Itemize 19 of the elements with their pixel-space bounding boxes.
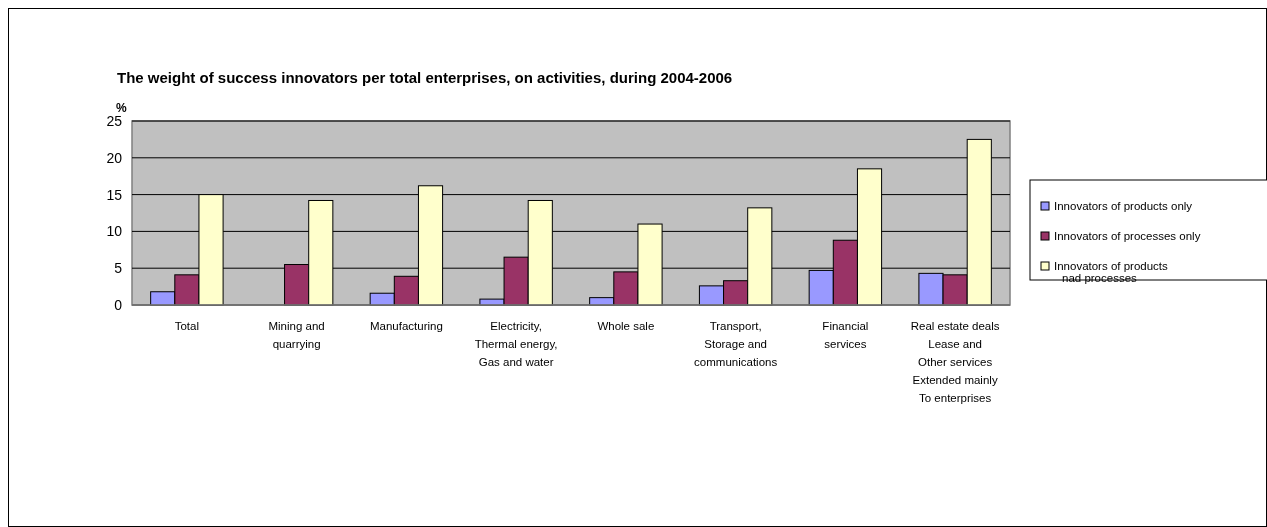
- y-tick-label: 15: [106, 186, 123, 203]
- x-tick-label: Real estate deals Lease and Other services Extended mainly To enterprises: [910, 320, 1000, 404]
- chart-title: The weight of success innovators per total enterprises, on activities, during 2004-2006: [117, 69, 733, 86]
- y-tick-label: 20: [106, 149, 123, 166]
- legend-label: Innovators of products only: [1054, 200, 1193, 212]
- y-axis-title: %: [116, 101, 127, 115]
- x-tick-label: Manufacturing: [369, 320, 443, 332]
- x-tick-label: Transport, Storage and communications: [694, 320, 778, 368]
- y-tick-label: 25: [106, 112, 123, 129]
- legend-label: Innovators of products nad processes: [1054, 260, 1169, 284]
- x-tick-label: Whole sale: [597, 320, 655, 332]
- y-tick-label: 0: [114, 296, 123, 313]
- x-tick-label: Mining and quarrying: [268, 320, 325, 350]
- x-tick-label: Financial services: [822, 320, 869, 350]
- y-tick-label: 5: [114, 260, 123, 277]
- x-tick-label: Total: [174, 320, 200, 332]
- legend-label: Innovators of processes only: [1054, 230, 1201, 242]
- y-tick-label: 10: [106, 223, 123, 240]
- x-tick-label: Electricity, Thermal energy, Gas and water: [474, 320, 558, 368]
